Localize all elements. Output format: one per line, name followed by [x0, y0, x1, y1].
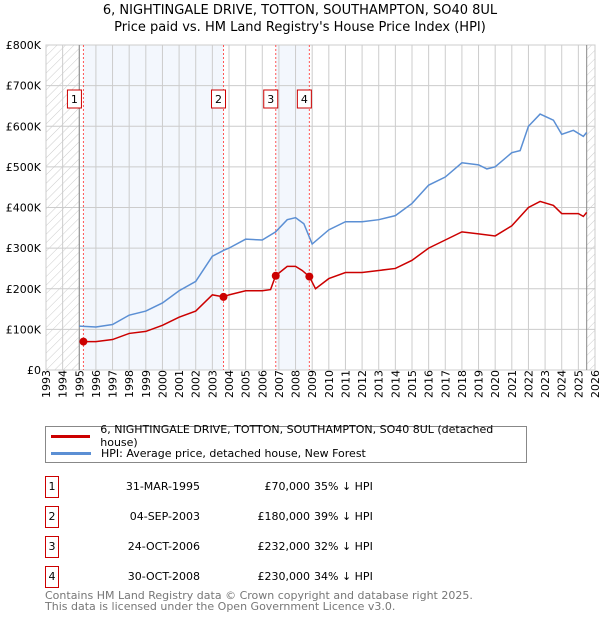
- x-tick-label: 2023: [539, 370, 552, 398]
- x-tick-label: 2015: [406, 370, 419, 398]
- sale-point: [305, 272, 314, 281]
- sale-hpi-diff: 32% ↓ HPI: [314, 540, 373, 553]
- sale-label-box: [211, 89, 227, 109]
- sale-row: 3 24-OCT-2006 £232,000 32% ↓ HPI: [45, 536, 445, 558]
- y-tick-label: £200K: [6, 283, 42, 296]
- x-tick-label: 2002: [190, 370, 203, 398]
- sale-price: £180,000: [257, 510, 311, 523]
- x-tick-label: 2003: [206, 370, 219, 398]
- sale-label: 4: [301, 93, 308, 106]
- x-tick-label: 2004: [223, 370, 236, 398]
- sale-point: [271, 271, 280, 280]
- chart-title: 6, NIGHTINGALE DRIVE, TOTTON, SOUTHAMPTO…: [102, 3, 498, 35]
- x-tick-label: 2005: [240, 370, 253, 398]
- x-tick-label: 2012: [356, 370, 369, 398]
- x-tick-label: 1993: [40, 370, 53, 398]
- x-tick-label: 2026: [589, 370, 600, 398]
- price-chart: 1993 1994 1995 1996 1997 1998 1999 2000 2001 2002…: [6, 39, 600, 398]
- x-tick-label: 2009: [306, 370, 319, 398]
- x-tick-label: 2001: [173, 370, 186, 398]
- x-tick-label: 2010: [323, 370, 336, 398]
- x-tick-label: 2018: [456, 370, 469, 398]
- sale-number: 4: [45, 566, 59, 588]
- sale-label-box: [66, 89, 82, 109]
- sale-price: £70,000: [264, 480, 311, 493]
- x-tick-label: 2021: [506, 370, 519, 398]
- x-tick-label: 2019: [473, 370, 486, 398]
- sale-hpi-diff: 35% ↓ HPI: [314, 480, 373, 493]
- sale-row: 2 04-SEP-2003 £180,000 39% ↓ HPI: [45, 506, 445, 528]
- x-tick-label: 2014: [389, 370, 402, 398]
- sale-price: £232,000: [257, 540, 311, 553]
- x-tick-label: 2011: [339, 370, 352, 398]
- plot-frame: [45, 44, 596, 371]
- x-tick-label: 2024: [556, 370, 569, 398]
- x-tick-label: 1996: [90, 370, 103, 398]
- sale-label: 1: [71, 93, 78, 106]
- x-tick-label: 2022: [522, 370, 535, 398]
- y-tick-label: £500K: [6, 161, 42, 174]
- x-tick-label: 2020: [489, 370, 502, 398]
- sale-date: 30-OCT-2008: [127, 570, 200, 583]
- sale-label-box: [296, 89, 312, 109]
- x-tick-label: 2000: [156, 370, 169, 398]
- y-tick-label: £400K: [6, 202, 42, 215]
- x-tick-label: 1997: [107, 370, 120, 398]
- x-tick-label: 2006: [256, 370, 269, 398]
- x-tick-label: 2017: [439, 370, 452, 398]
- y-tick-label: £600K: [6, 120, 42, 133]
- legend-item-hpi: HPI: Average price, detached house, New …: [51, 444, 366, 462]
- sale-price: £230,000: [257, 570, 311, 583]
- sale-hpi-diff: 39% ↓ HPI: [314, 510, 373, 523]
- x-tick-label: 1994: [57, 370, 70, 398]
- x-tick-label: 2016: [423, 370, 436, 398]
- x-tick-label: 2007: [273, 370, 286, 398]
- x-tick-label: 1998: [123, 370, 136, 398]
- y-tick-label: £800K: [6, 39, 42, 52]
- x-tick-label: 2008: [290, 370, 303, 398]
- x-tick-label: 2025: [572, 370, 585, 398]
- y-tick-label: £700K: [6, 80, 42, 93]
- sale-date: 04-SEP-2003: [129, 510, 200, 523]
- sale-row: 1 31-MAR-1995 £70,000 35% ↓ HPI: [45, 476, 445, 498]
- footer: Contains HM Land Registry data © Crown c…: [45, 589, 473, 613]
- sale-date: 24-OCT-2006: [127, 540, 200, 553]
- hpi-line: [79, 113, 588, 328]
- legend-item-property: 6, NIGHTINGALE DRIVE, TOTTON, SOUTHAMPTO…: [51, 423, 526, 449]
- y-tick-label: £100K: [6, 323, 42, 336]
- x-tick-label: 1999: [140, 370, 153, 398]
- sale-date: 31-MAR-1995: [125, 480, 200, 493]
- sale-label: 3: [267, 93, 274, 106]
- y-tick-label: £300K: [6, 242, 42, 255]
- sale-label: 2: [215, 93, 222, 106]
- sale-row: 4 30-OCT-2008 £230,000 34% ↓ HPI: [45, 566, 445, 588]
- sale-label-box: [263, 89, 279, 109]
- x-tick-label: 1995: [73, 370, 86, 398]
- sale-number: 3: [45, 536, 59, 558]
- sale-number: 1: [45, 476, 59, 498]
- sale-point: [79, 337, 88, 346]
- x-tick-label: 2013: [373, 370, 386, 398]
- legend: 6, NIGHTINGALE DRIVE, TOTTON, SOUTHAMPTO…: [45, 423, 527, 463]
- sale-hpi-diff: 34% ↓ HPI: [314, 570, 373, 583]
- y-tick-label: £0: [27, 364, 41, 377]
- property-price-line: [83, 200, 588, 343]
- sale-point: [219, 292, 228, 301]
- sale-number: 2: [45, 506, 59, 528]
